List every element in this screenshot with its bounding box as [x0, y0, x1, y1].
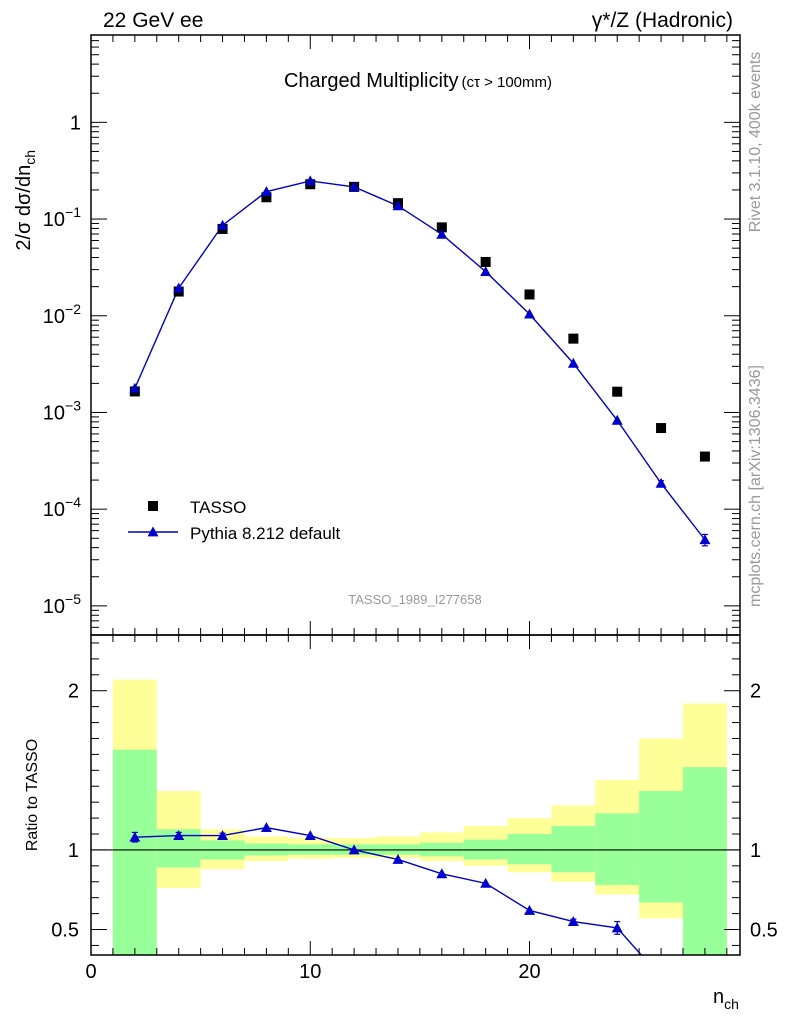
ratio-y-tick-label-right: 0.5: [750, 920, 778, 942]
ratio-point: [436, 868, 448, 879]
mc-point: [524, 308, 536, 319]
y-tick-label-exp: −1: [65, 204, 81, 220]
svg-text:2/σ dσ/dnch: 2/σ dσ/dnch: [13, 150, 38, 251]
ratio-series: [129, 822, 642, 955]
y-tick-label-base: 10: [43, 499, 65, 521]
mc-point: [699, 534, 711, 545]
ratio-point: [567, 916, 579, 926]
x-axis-label: nch: [713, 986, 739, 1012]
y-axis-label-sub: ch: [22, 150, 38, 165]
legend-data-marker: [148, 501, 158, 511]
data-point: [699, 451, 710, 462]
y-tick-label: 10−2: [43, 301, 81, 328]
mc-point: [655, 477, 667, 488]
data-point: [436, 222, 447, 233]
ratio-point: [524, 904, 536, 915]
data-point: [480, 256, 491, 267]
main-frame: [90, 34, 741, 636]
legend: TASSO Pythia 8.212 default: [128, 498, 341, 543]
y-tick-label-base: 10: [43, 596, 65, 618]
ratio-band-inner: [507, 834, 552, 865]
analysis-id: TASSO_1989_I277658: [348, 592, 481, 607]
y-axis-label: 2/σ dσ/dnch: [13, 150, 38, 251]
x-tick-label: 20: [518, 961, 540, 983]
y-tick-label: 1: [70, 112, 81, 134]
legend-mc-marker: [147, 526, 159, 537]
mc-point: [480, 266, 492, 277]
y-tick-label-base: 10: [43, 306, 65, 328]
y-tick-label-base: 1: [70, 112, 81, 134]
x-tick-label: 0: [85, 961, 96, 983]
data-point: [612, 386, 623, 397]
ratio-point: [480, 877, 492, 888]
ratio-point: [304, 830, 316, 840]
ratio-point: [129, 831, 141, 842]
mc-point: [129, 382, 141, 393]
mc-point: [567, 357, 579, 368]
y-tick-label-exp: −2: [65, 301, 81, 317]
ratio-band-inner: [639, 791, 683, 903]
ratio-point: [611, 922, 623, 933]
mc-point: [348, 181, 360, 192]
mcplots-label: mcplots.cern.ch [arXiv:1306.3436]: [747, 365, 764, 607]
y-tick-label: 10−1: [43, 204, 81, 231]
chart-title-main: Charged Multiplicity: [284, 70, 459, 92]
mc-point: [392, 200, 404, 211]
mc-point: [217, 219, 229, 230]
x-axis-label-main: n: [713, 986, 724, 1008]
rivet-label: Rivet 3.1.10, 400k events: [747, 52, 764, 233]
y-tick-label-exp: −4: [65, 494, 81, 510]
ratio-band-inner: [551, 826, 596, 873]
ratio-point: [260, 822, 272, 833]
mc-point: [260, 186, 272, 197]
legend-mc-label: Pythia 8.212 default: [190, 524, 341, 543]
y-tick-label: 10−4: [43, 494, 81, 521]
mc-point: [304, 175, 316, 186]
ratio-point: [217, 830, 229, 840]
ratio-y-label: Ratio to TASSO: [24, 739, 41, 851]
ratio-y-tick-label: 1: [68, 840, 79, 862]
mc-point: [173, 282, 185, 293]
ratio-point: [392, 853, 404, 864]
energy-label: 22 GeV ee: [103, 9, 203, 32]
data-point: [524, 289, 535, 300]
ratio-y-tick-label-right: 2: [750, 681, 761, 703]
ratio-band-group: [112, 679, 727, 955]
chart-title: Charged Multiplicity (cτ > 100mm): [284, 70, 552, 92]
mc-point: [436, 228, 448, 239]
ratio-y-tick-label: 2: [68, 681, 79, 703]
x-axis-label-sub: ch: [724, 996, 739, 1012]
main-series: [129, 175, 711, 547]
data-point: [568, 333, 579, 344]
chart-subtitle: (cτ > 100mm): [461, 74, 552, 91]
ratio-band-inner: [595, 813, 640, 885]
legend-data-label: TASSO: [190, 498, 246, 517]
y-tick-label-base: 10: [43, 209, 65, 231]
data-point: [261, 192, 272, 203]
ratio-line-group: [129, 822, 642, 955]
ratio-y-tick-label: 0.5: [51, 920, 79, 942]
y-tick-label: 10−3: [43, 397, 81, 424]
ratio-band-inner: [112, 749, 157, 955]
mc-line: [134, 180, 706, 541]
ratio-frame: [90, 634, 741, 956]
ratio-point: [348, 844, 360, 855]
y-tick-label-base: 10: [43, 402, 65, 424]
y-tick-label: 10−5: [43, 591, 81, 618]
process-label: γ*/Z (Hadronic): [592, 9, 733, 32]
y-tick-label-exp: −3: [65, 397, 81, 413]
data-point: [656, 423, 667, 434]
mc-point: [611, 414, 623, 425]
ratio-y-tick-label-right: 1: [750, 840, 761, 862]
ratio-point: [173, 830, 185, 840]
ratio-band-inner: [682, 767, 727, 955]
x-tick-label: 10: [299, 961, 321, 983]
ratio-bands: [91, 679, 740, 955]
y-tick-label-exp: −5: [65, 591, 81, 607]
